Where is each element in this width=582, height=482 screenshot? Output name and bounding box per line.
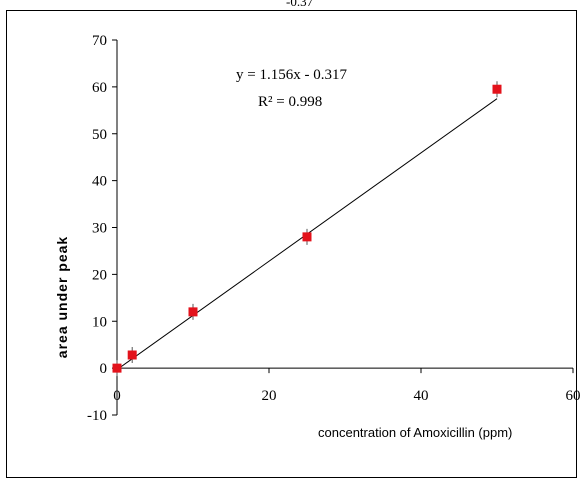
r-squared-label: R² = 0.998 xyxy=(258,94,322,110)
y-axis-label: area under peak xyxy=(54,236,70,358)
y-tick-label: 20 xyxy=(92,267,107,283)
data-point xyxy=(188,303,198,320)
x-tick-label: 20 xyxy=(262,388,277,404)
data-point xyxy=(302,228,312,245)
chart-frame xyxy=(6,10,577,478)
y-tick-label: -10 xyxy=(87,408,107,424)
data-point xyxy=(127,347,137,363)
y-tick-label: 40 xyxy=(92,174,107,190)
data-point xyxy=(112,360,122,377)
data-points xyxy=(112,81,502,377)
y-tick-label: 50 xyxy=(92,127,107,143)
x-ticks: 0 20 40 60 xyxy=(113,368,581,404)
x-tick-label: 0 xyxy=(113,388,121,404)
y-tick-label: 0 xyxy=(100,361,108,377)
y-tick-label: 70 xyxy=(92,33,107,49)
x-tick-label: 60 xyxy=(566,388,581,404)
y-tick-label: 60 xyxy=(92,80,107,96)
y-ticks: -10 0 10 20 30 40 50 60 70 xyxy=(87,33,117,424)
data-point xyxy=(492,81,502,98)
y-tick-label: 30 xyxy=(92,221,107,237)
x-tick-label: 40 xyxy=(414,388,429,404)
x-axis-label: concentration of Amoxicillin (ppm) xyxy=(318,425,512,440)
trendline-equation: y = 1.156x - 0.317 xyxy=(236,67,347,83)
y-tick-label: 10 xyxy=(92,314,107,330)
cropped-top-text: -0.37 xyxy=(286,0,314,9)
